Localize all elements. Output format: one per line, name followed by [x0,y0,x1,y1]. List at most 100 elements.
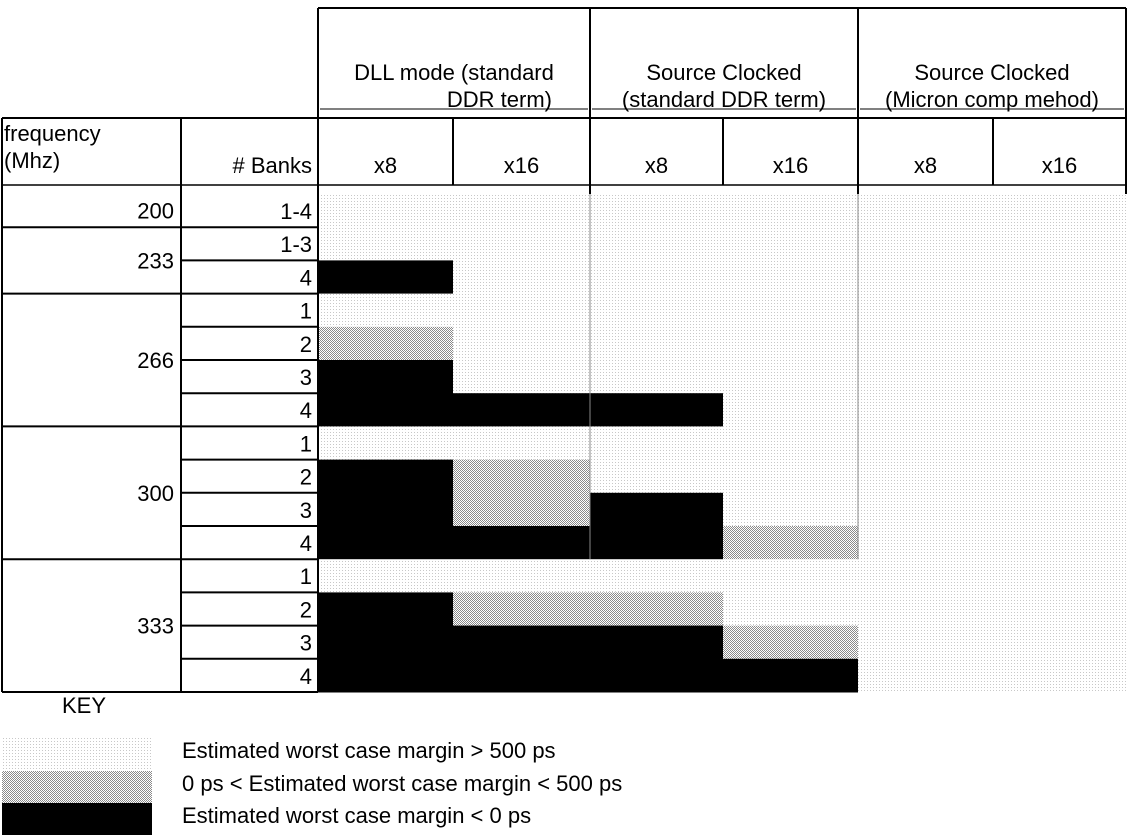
cell-r3-c3 [723,293,858,328]
bank-label: 4 [300,531,312,556]
cell-r8-c5 [993,459,1126,494]
cell-r9-c4 [858,492,993,527]
key-label-0: Estimated worst case margin > 500 ps [182,738,556,763]
cell-r2-c3 [723,260,858,295]
key-swatch-2 [2,803,152,835]
grid-lines [1,7,1127,693]
cell-r4-c1 [453,326,590,361]
cell-r6-c2 [590,393,723,427]
cell-r7-c3 [723,426,858,461]
row-header-banks: # Banks [233,153,313,178]
group-header-text: (standard DDR term) [622,87,826,112]
bank-label: 3 [300,631,312,656]
cell-r11-c4 [858,559,993,593]
cell-r10-c0 [318,526,453,560]
cell-r11-c1 [453,559,590,593]
cell-r0-c1 [453,194,590,228]
cell-r9-c2 [590,492,723,527]
cell-r0-c0 [318,194,453,228]
cell-r5-c5 [993,360,1126,394]
column-label: x8 [914,153,937,178]
frequency-label: 333 [137,614,174,639]
cell-r13-c2 [590,625,723,660]
cell-r5-c3 [723,360,858,394]
cell-r0-c3 [723,194,858,228]
cell-r12-c5 [993,592,1126,627]
cell-r11-c3 [723,559,858,593]
cell-r1-c0 [318,227,453,261]
cell-r3-c1 [453,293,590,328]
frequency-label: 233 [137,248,174,273]
cell-r7-c2 [590,426,723,461]
cell-r0-c5 [993,194,1126,228]
key-swatch-1 [2,771,152,803]
bank-label: 2 [300,332,312,357]
cell-r1-c1 [453,227,590,261]
cell-r2-c4 [858,260,993,295]
frequency-label: 300 [137,481,174,506]
cell-r1-c5 [993,227,1126,261]
cell-r5-c4 [858,360,993,394]
cell-r5-c1 [453,360,590,394]
bank-label: 1-4 [280,199,312,224]
cell-r8-c0 [318,459,453,494]
cell-r10-c5 [993,526,1126,560]
group-header-text: DLL mode (standard [354,60,554,85]
frequency-label: 266 [137,348,174,373]
cells-layer [318,194,1126,693]
key-legend: KEY Estimated worst case margin > 500 ps 0… [2,693,622,835]
cell-r4-c3 [723,326,858,361]
frequency-label: 200 [137,199,174,224]
column-label: x8 [374,153,397,178]
cell-r14-c5 [993,658,1126,693]
cell-r13-c5 [993,625,1126,660]
key-label-1: 0 ps < Estimated worst case margin < 500… [182,771,622,796]
group-header-text: DDR term) [447,87,552,112]
column-label: x16 [1042,153,1077,178]
cell-r11-c0 [318,559,453,593]
cell-r10-c4 [858,526,993,560]
cell-r10-c3 [723,526,858,560]
column-label: x8 [645,153,668,178]
cell-r12-c1 [453,592,590,627]
cell-r14-c2 [590,658,723,693]
cell-r14-c3 [723,658,858,693]
cell-r4-c0 [318,326,453,361]
bank-label: 4 [300,398,312,423]
cell-r11-c2 [590,559,723,593]
cell-r1-c3 [723,227,858,261]
cell-r8-c1 [453,459,590,494]
cell-r13-c3 [723,625,858,660]
key-swatch-0 [2,738,152,770]
cell-r4-c2 [590,326,723,361]
bank-label: 1 [300,564,312,589]
group-header-text: Source Clocked [646,60,801,85]
cell-r9-c1 [453,492,590,527]
cell-r8-c4 [858,459,993,494]
cell-r6-c3 [723,393,858,427]
cell-r0-c4 [858,194,993,228]
cell-r13-c0 [318,625,453,660]
cell-r4-c5 [993,326,1126,361]
bank-label: 3 [300,365,312,390]
bank-label: 1-3 [280,232,312,257]
cell-r6-c0 [318,393,453,427]
bank-label: 2 [300,465,312,490]
key-label-2: Estimated worst case margin < 0 ps [182,803,531,828]
cell-r0-c2 [590,194,723,228]
cell-r1-c4 [858,227,993,261]
row-header-frequency-unit: (Mhz) [4,148,60,173]
cell-r13-c4 [858,625,993,660]
cell-r7-c4 [858,426,993,461]
cell-r4-c4 [858,326,993,361]
cell-r7-c1 [453,426,590,461]
cell-r14-c0 [318,658,453,693]
row-header-frequency: frequency [4,121,101,146]
cell-r5-c0 [318,360,453,394]
cell-r8-c3 [723,459,858,494]
cell-r11-c5 [993,559,1126,593]
bank-label: 2 [300,597,312,622]
cell-r12-c2 [590,592,723,627]
